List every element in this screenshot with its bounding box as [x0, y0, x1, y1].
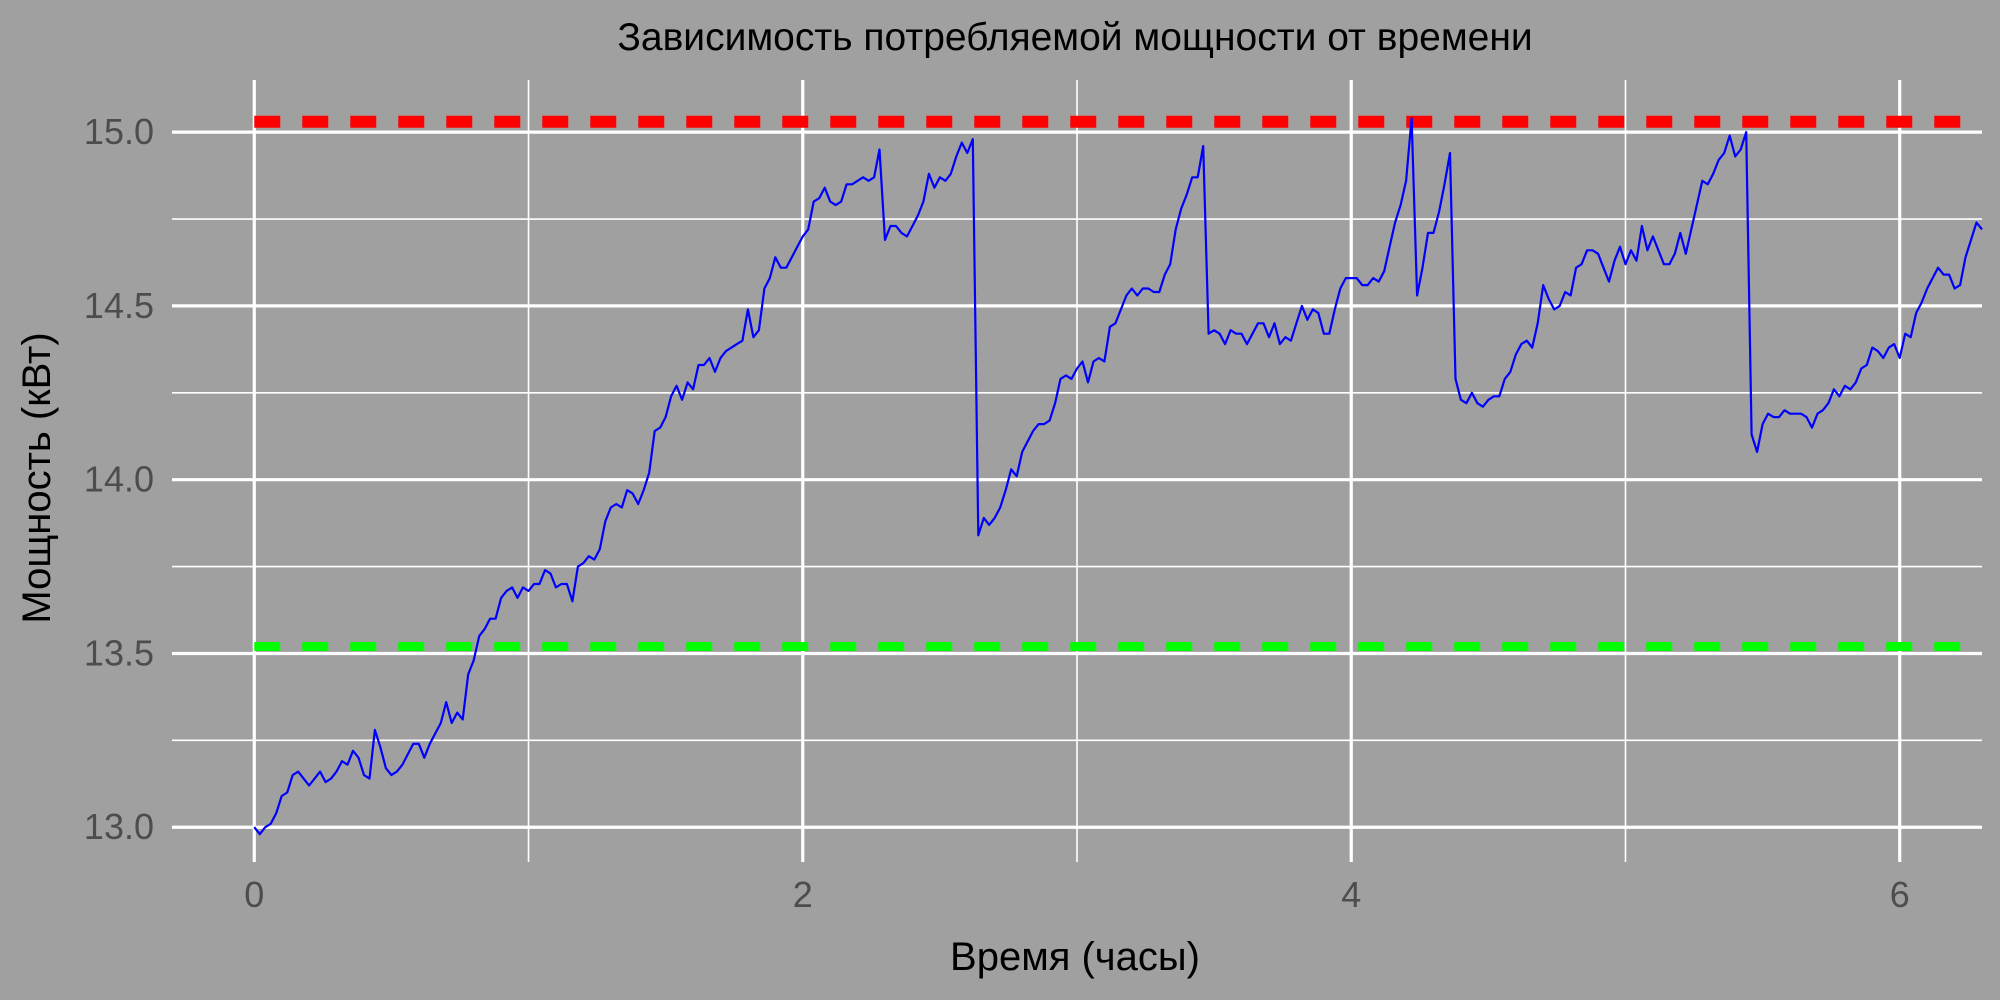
y-tick-label: 13.5 [84, 632, 154, 673]
x-axis-title: Время (часы) [950, 935, 1200, 979]
y-tick-labels: 13.0 13.5 14.0 14.5 15.0 [84, 111, 154, 847]
y-tick-label: 14.0 [84, 459, 154, 500]
y-axis-title: Мощность (кВт) [15, 332, 59, 623]
major-gridlines [172, 80, 1982, 862]
y-tick-label: 15.0 [84, 111, 154, 152]
x-tick-label: 0 [244, 874, 264, 915]
x-tick-label: 4 [1341, 874, 1361, 915]
series-line [253, 117, 1983, 836]
y-tick-label: 13.0 [84, 806, 154, 847]
minor-gridlines [172, 80, 1982, 862]
x-tick-label: 2 [793, 874, 813, 915]
y-tick-label: 14.5 [84, 285, 154, 326]
chart-title: Зависимость потребляемой мощности от вре… [617, 16, 1532, 59]
series-layer [253, 117, 1983, 836]
x-tick-label: 6 [1890, 874, 1910, 915]
x-tick-labels: 0 2 4 6 [244, 874, 1909, 915]
